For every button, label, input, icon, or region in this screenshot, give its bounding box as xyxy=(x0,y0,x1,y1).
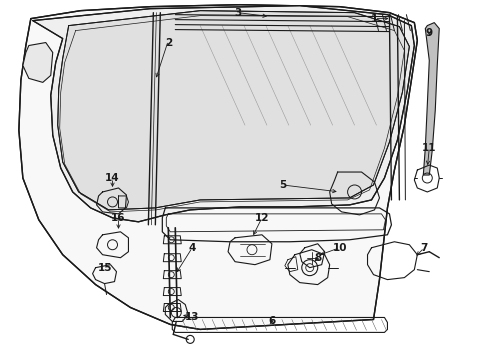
Text: 6: 6 xyxy=(268,316,275,327)
Polygon shape xyxy=(58,11,409,210)
Text: 3: 3 xyxy=(234,8,242,18)
Text: 11: 11 xyxy=(422,143,437,153)
Polygon shape xyxy=(33,6,415,222)
Text: 15: 15 xyxy=(98,263,113,273)
Text: 8: 8 xyxy=(314,253,321,263)
Text: 14: 14 xyxy=(105,173,120,183)
Text: 7: 7 xyxy=(420,243,428,253)
Text: 12: 12 xyxy=(255,213,269,223)
Text: 16: 16 xyxy=(111,213,126,223)
Text: 9: 9 xyxy=(426,28,433,37)
Polygon shape xyxy=(423,23,439,175)
Polygon shape xyxy=(19,5,417,329)
Text: 2: 2 xyxy=(165,37,172,48)
Text: 10: 10 xyxy=(332,243,347,253)
Text: 4: 4 xyxy=(189,243,196,253)
Polygon shape xyxy=(23,42,53,82)
Text: 1: 1 xyxy=(371,14,378,24)
Text: 13: 13 xyxy=(185,312,199,323)
Text: 5: 5 xyxy=(279,180,287,190)
